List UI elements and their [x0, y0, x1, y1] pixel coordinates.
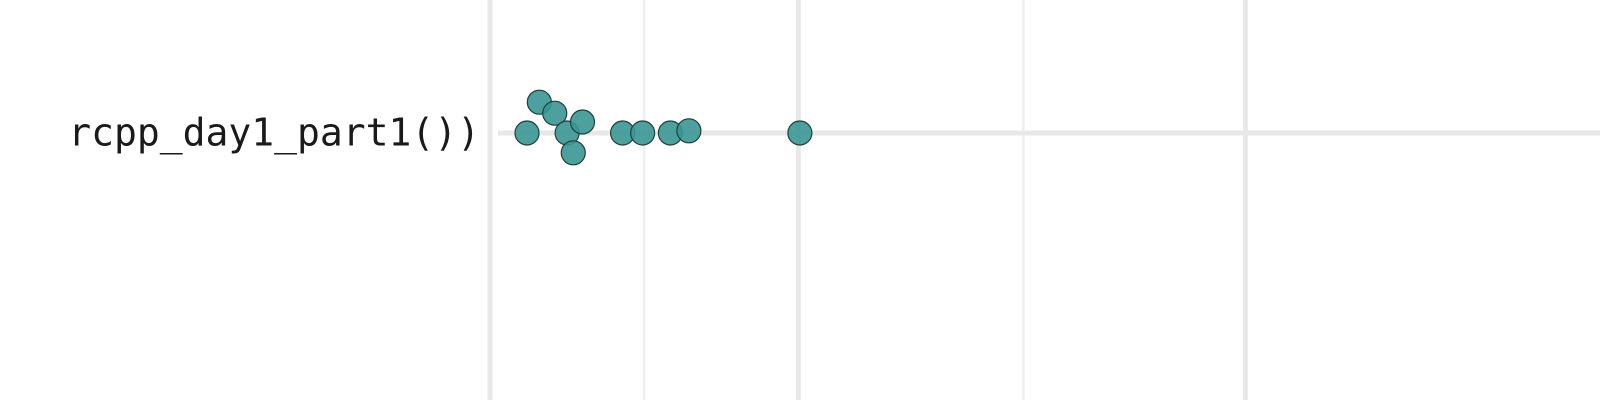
data-point [630, 120, 656, 146]
data-point [560, 140, 586, 166]
grid-lines [487, 0, 1600, 400]
data-point [787, 120, 813, 146]
category-label: rcpp_day1_part1()) [68, 111, 480, 156]
data-point [542, 100, 568, 126]
data-points [514, 89, 813, 166]
category-labels: rcpp_day1_part1()) [68, 111, 480, 156]
data-point [569, 109, 596, 135]
data-point [676, 118, 702, 144]
data-point [514, 120, 540, 146]
